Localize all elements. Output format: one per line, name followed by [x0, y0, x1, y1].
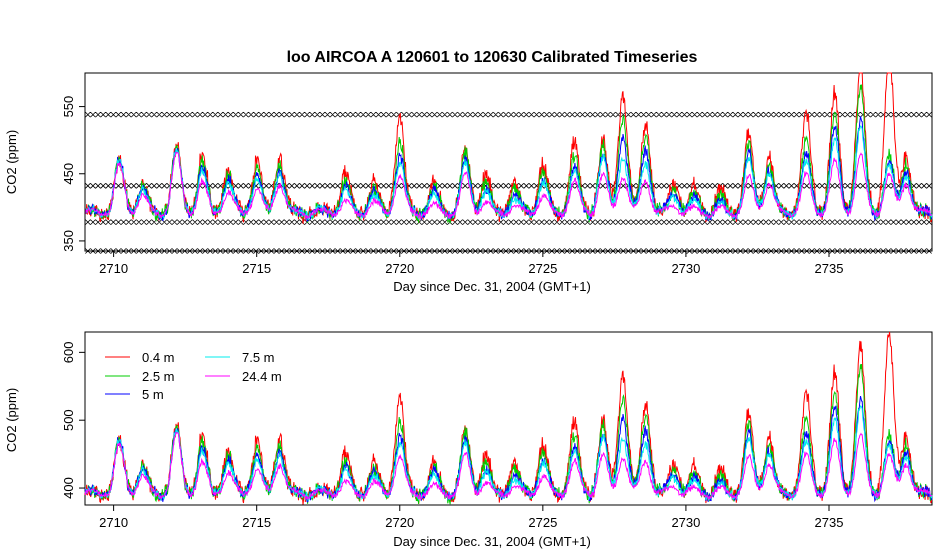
legend-label: 0.4 m	[142, 350, 175, 365]
x-tick-label: 2725	[528, 261, 557, 276]
y-axis: 350 450 550	[61, 96, 86, 252]
x-tick-label: 2720	[385, 261, 414, 276]
x-tick-label: 2720	[385, 515, 414, 530]
series-line-0-4-m	[84, 72, 933, 224]
legend: 0.4 m 2.5 m 5 m 7.5 m 24.4 m	[105, 350, 282, 402]
x-tick-label: 2730	[671, 515, 700, 530]
legend-label: 24.4 m	[242, 369, 282, 384]
y-tick-label: 400	[61, 477, 76, 499]
y-tick-label: 500	[61, 409, 76, 431]
y-tick-label: 550	[61, 96, 76, 118]
x-axis-label: Day since Dec. 31, 2004 (GMT+1)	[393, 279, 591, 294]
x-tick-label: 2730	[671, 261, 700, 276]
y-tick-label: 450	[61, 163, 76, 185]
x-tick-label: 2715	[242, 515, 271, 530]
bottom-panel: 2710 2715 2720 2725 2730 2735 400 500 600 Day s…	[4, 331, 933, 549]
legend-label: 5 m	[142, 387, 164, 402]
x-tick-label: 2725	[528, 515, 557, 530]
x-tick-label: 2735	[815, 261, 844, 276]
x-axis: 2710 2715 2720 2725 2730 2735	[99, 504, 844, 530]
series-line-24-4-m	[84, 431, 933, 501]
y-axis-label: CO2 (ppm)	[4, 388, 19, 452]
x-tick-label: 2715	[242, 261, 271, 276]
calibration-markers	[85, 111, 932, 254]
calibration-level-markers	[85, 111, 932, 118]
calibration-level-markers	[85, 219, 932, 225]
chart-title: loo AIRCOA A 120601 to 120630 Calibrated…	[287, 49, 698, 66]
y-tick-label: 350	[61, 230, 76, 252]
legend-label: 2.5 m	[142, 369, 175, 384]
legend-label: 7.5 m	[242, 350, 275, 365]
x-axis: 2710 2715 2720 2725 2730 2735	[99, 250, 844, 276]
y-tick-label: 600	[61, 342, 76, 364]
x-tick-label: 2710	[99, 261, 128, 276]
x-tick-label: 2735	[815, 515, 844, 530]
x-axis-label: Day since Dec. 31, 2004 (GMT+1)	[393, 534, 591, 549]
top-panel: loo AIRCOA A 120601 to 120630 Calibrated…	[4, 49, 933, 294]
series-line-24-4-m	[84, 151, 933, 221]
y-axis: 400 500 600	[61, 342, 86, 499]
x-tick-label: 2710	[99, 515, 128, 530]
calibration-level-markers	[85, 183, 932, 189]
series-group	[84, 72, 933, 224]
y-axis-label: CO2 (ppm)	[4, 130, 19, 194]
series-group	[84, 331, 933, 505]
